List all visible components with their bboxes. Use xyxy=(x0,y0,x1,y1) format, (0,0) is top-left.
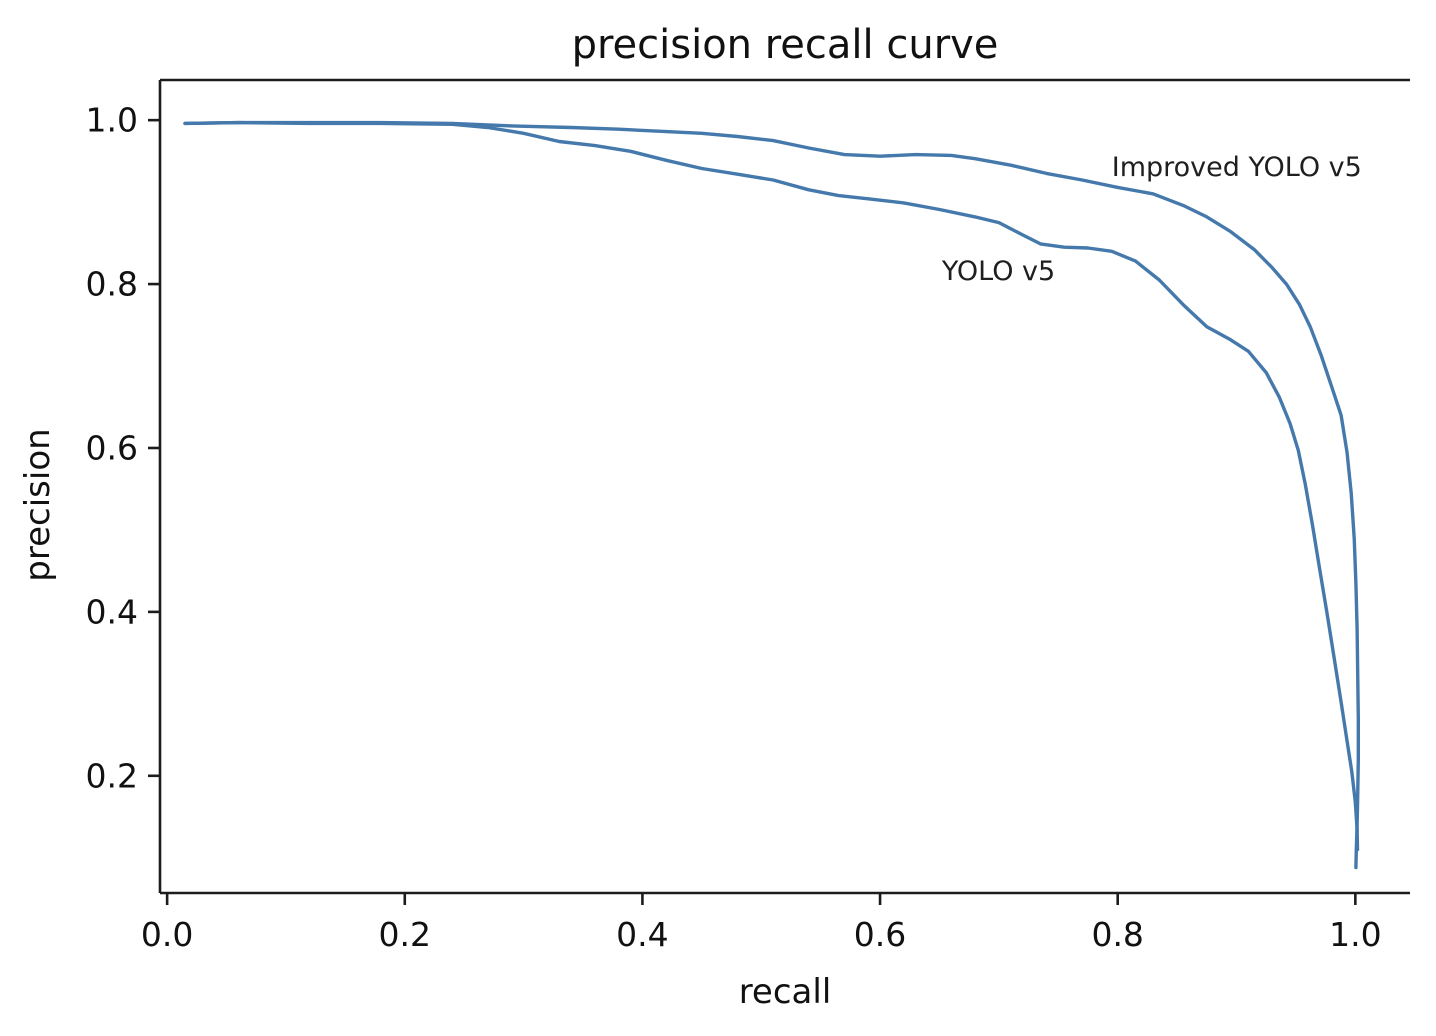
x-tick-label: 1.0 xyxy=(1329,915,1382,954)
y-axis-label: precision xyxy=(18,428,58,582)
y-tick-label: 0.2 xyxy=(85,756,138,796)
curve-yolo-v5 xyxy=(183,120,1360,852)
curve-improved-yolo-v5 xyxy=(183,120,1361,870)
annotation-improved-yolo-v5: Improved YOLO v5 xyxy=(1111,152,1362,184)
chart-title: precision recall curve xyxy=(571,22,999,68)
x-tick-label: 0.6 xyxy=(853,915,907,954)
x-tick-label: 0.8 xyxy=(1091,915,1144,954)
x-tick-label: 0.4 xyxy=(616,915,669,954)
y-tick-label: 1.0 xyxy=(85,100,138,140)
x-tick-label: 0.0 xyxy=(140,915,194,954)
y-tick-label: 0.6 xyxy=(85,428,138,468)
x-tick-label: 0.2 xyxy=(378,915,432,954)
annotation-yolo-v5: YOLO v5 xyxy=(941,256,1056,288)
x-axis-label: recall xyxy=(738,972,832,1012)
y-tick-label: 0.4 xyxy=(85,592,138,632)
y-tick-label: 0.8 xyxy=(85,264,138,304)
